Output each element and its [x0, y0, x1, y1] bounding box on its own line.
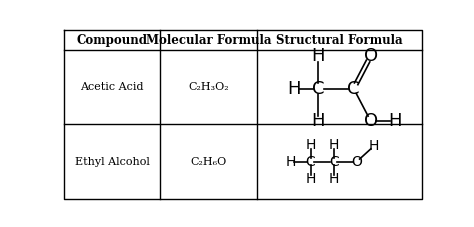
Text: Ethyl Alcohol: Ethyl Alcohol [74, 157, 149, 167]
Text: O: O [351, 155, 362, 169]
Text: C₂H₆O: C₂H₆O [191, 157, 227, 167]
Text: O: O [364, 47, 378, 65]
Text: C: C [329, 155, 338, 169]
Text: Acetic Acid: Acetic Acid [80, 82, 144, 92]
Text: Structural Formula: Structural Formula [276, 34, 403, 47]
Text: H: H [311, 112, 325, 130]
Text: C: C [347, 79, 360, 98]
Text: H: H [305, 172, 316, 186]
Text: C₂H₃O₂: C₂H₃O₂ [189, 82, 229, 92]
Text: C: C [306, 155, 315, 169]
Text: H: H [285, 155, 296, 169]
Text: C: C [312, 79, 325, 98]
Text: Molecular Formula: Molecular Formula [146, 34, 272, 47]
Text: H: H [287, 79, 301, 98]
Text: H: H [311, 47, 325, 65]
Text: H: H [328, 172, 339, 186]
Text: O: O [364, 112, 378, 130]
Text: Compound: Compound [76, 34, 147, 47]
Text: H: H [368, 139, 379, 153]
Text: H: H [305, 138, 316, 152]
Text: H: H [389, 112, 402, 130]
Text: H: H [328, 138, 339, 152]
